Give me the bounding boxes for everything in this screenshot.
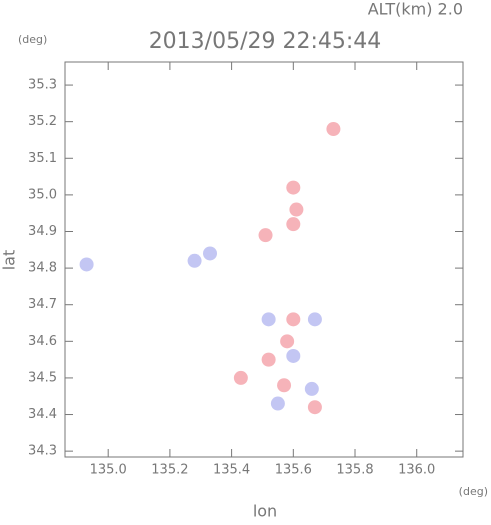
- echo: [286, 312, 301, 327]
- echo: [307, 312, 322, 327]
- echo: [258, 228, 273, 243]
- echo: [261, 352, 276, 367]
- altitude: ALT(km) 2.0: [368, 0, 463, 19]
- y-axis-label: lat: [0, 250, 19, 271]
- x-tick-label: 135.2: [151, 463, 188, 478]
- echo: [233, 370, 248, 385]
- y-tick-label: 35.0: [28, 187, 57, 202]
- x-axis-label: lon: [253, 502, 277, 521]
- unit: (deg): [459, 485, 488, 498]
- y-tick-label: 35.2: [28, 114, 57, 129]
- echo: [326, 121, 341, 136]
- echo: [304, 381, 319, 396]
- x-tick-label: 135.4: [213, 463, 250, 478]
- unit: (deg): [18, 33, 47, 46]
- x-tick-label: 135.8: [336, 463, 373, 478]
- echo: [261, 312, 276, 327]
- echo: [286, 348, 301, 363]
- echo: [187, 253, 202, 268]
- y-tick-label: 34.6: [28, 334, 57, 349]
- y-tick-label: 34.7: [28, 297, 57, 312]
- x-tick-label: 135.6: [275, 463, 312, 478]
- echo: [307, 400, 322, 415]
- echo: [289, 202, 304, 217]
- echo: [277, 378, 292, 393]
- y-tick-label: 35.3: [28, 78, 57, 93]
- echo: [203, 246, 218, 261]
- y-tick-label: 34.9: [28, 224, 57, 239]
- x-tick-label: 136.0: [398, 463, 435, 478]
- chart-title: 2013/05/29 22:45:44: [149, 29, 382, 54]
- echo: [270, 396, 285, 411]
- echo: [286, 217, 301, 232]
- plot-frame: [64, 61, 464, 458]
- y-tick-label: 34.8: [28, 261, 57, 276]
- y-tick-label: 34.5: [28, 370, 57, 385]
- y-tick-label: 34.3: [28, 444, 57, 459]
- echo: [286, 180, 301, 195]
- y-tick-label: 34.4: [28, 407, 57, 422]
- echo: [79, 257, 94, 272]
- echo: [280, 334, 295, 349]
- x-tick-label: 135.0: [90, 463, 127, 478]
- y-tick-label: 35.1: [28, 151, 57, 166]
